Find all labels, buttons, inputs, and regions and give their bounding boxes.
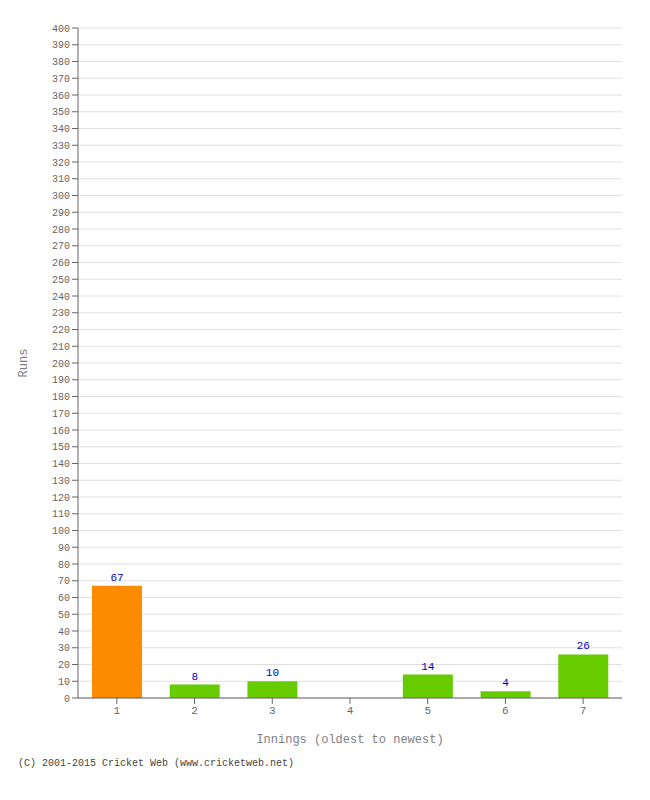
svg-text:30: 30	[58, 643, 70, 654]
svg-text:310: 310	[52, 174, 70, 185]
svg-text:350: 350	[52, 107, 70, 118]
svg-text:360: 360	[52, 91, 70, 102]
svg-text:90: 90	[58, 543, 70, 554]
svg-text:290: 290	[52, 208, 70, 219]
svg-text:400: 400	[52, 24, 70, 35]
svg-text:100: 100	[52, 526, 70, 537]
svg-text:200: 200	[52, 359, 70, 370]
svg-text:180: 180	[52, 392, 70, 403]
svg-text:3: 3	[269, 705, 276, 717]
svg-text:240: 240	[52, 292, 70, 303]
svg-text:50: 50	[58, 610, 70, 621]
svg-text:70: 70	[58, 576, 70, 587]
svg-text:220: 220	[52, 325, 70, 336]
svg-text:26: 26	[577, 640, 590, 652]
svg-text:120: 120	[52, 493, 70, 504]
svg-text:250: 250	[52, 275, 70, 286]
svg-text:5: 5	[424, 705, 431, 717]
svg-text:130: 130	[52, 476, 70, 487]
svg-text:20: 20	[58, 660, 70, 671]
svg-text:1: 1	[114, 705, 121, 717]
svg-text:150: 150	[52, 442, 70, 453]
svg-text:380: 380	[52, 57, 70, 68]
svg-text:4: 4	[502, 677, 509, 689]
svg-text:10: 10	[266, 667, 279, 679]
svg-text:160: 160	[52, 426, 70, 437]
svg-text:270: 270	[52, 241, 70, 252]
svg-text:Runs: Runs	[17, 349, 31, 378]
svg-text:67: 67	[110, 572, 123, 584]
svg-text:230: 230	[52, 308, 70, 319]
svg-text:140: 140	[52, 459, 70, 470]
svg-text:190: 190	[52, 375, 70, 386]
svg-text:210: 210	[52, 342, 70, 353]
svg-text:8: 8	[191, 671, 198, 683]
svg-text:320: 320	[52, 158, 70, 169]
svg-text:14: 14	[421, 661, 435, 673]
svg-text:10: 10	[58, 677, 70, 688]
svg-text:390: 390	[52, 40, 70, 51]
svg-text:4: 4	[347, 705, 354, 717]
svg-text:2: 2	[191, 705, 198, 717]
svg-text:330: 330	[52, 141, 70, 152]
svg-text:170: 170	[52, 409, 70, 420]
svg-text:80: 80	[58, 560, 70, 571]
svg-text:Innings (oldest to newest): Innings (oldest to newest)	[256, 733, 443, 747]
svg-text:260: 260	[52, 258, 70, 269]
svg-text:300: 300	[52, 191, 70, 202]
svg-text:110: 110	[52, 509, 70, 520]
svg-text:40: 40	[58, 627, 70, 638]
svg-text:370: 370	[52, 74, 70, 85]
svg-text:0: 0	[64, 694, 70, 705]
svg-text:6: 6	[502, 705, 509, 717]
svg-text:7: 7	[580, 705, 587, 717]
html-text:(C) 2001-2015 Cricket Web (www: (C) 2001-2015 Cricket Web (www.cricketwe…	[18, 758, 294, 769]
svg-text:280: 280	[52, 225, 70, 236]
svg-text:60: 60	[58, 593, 70, 604]
svg-text:340: 340	[52, 124, 70, 135]
